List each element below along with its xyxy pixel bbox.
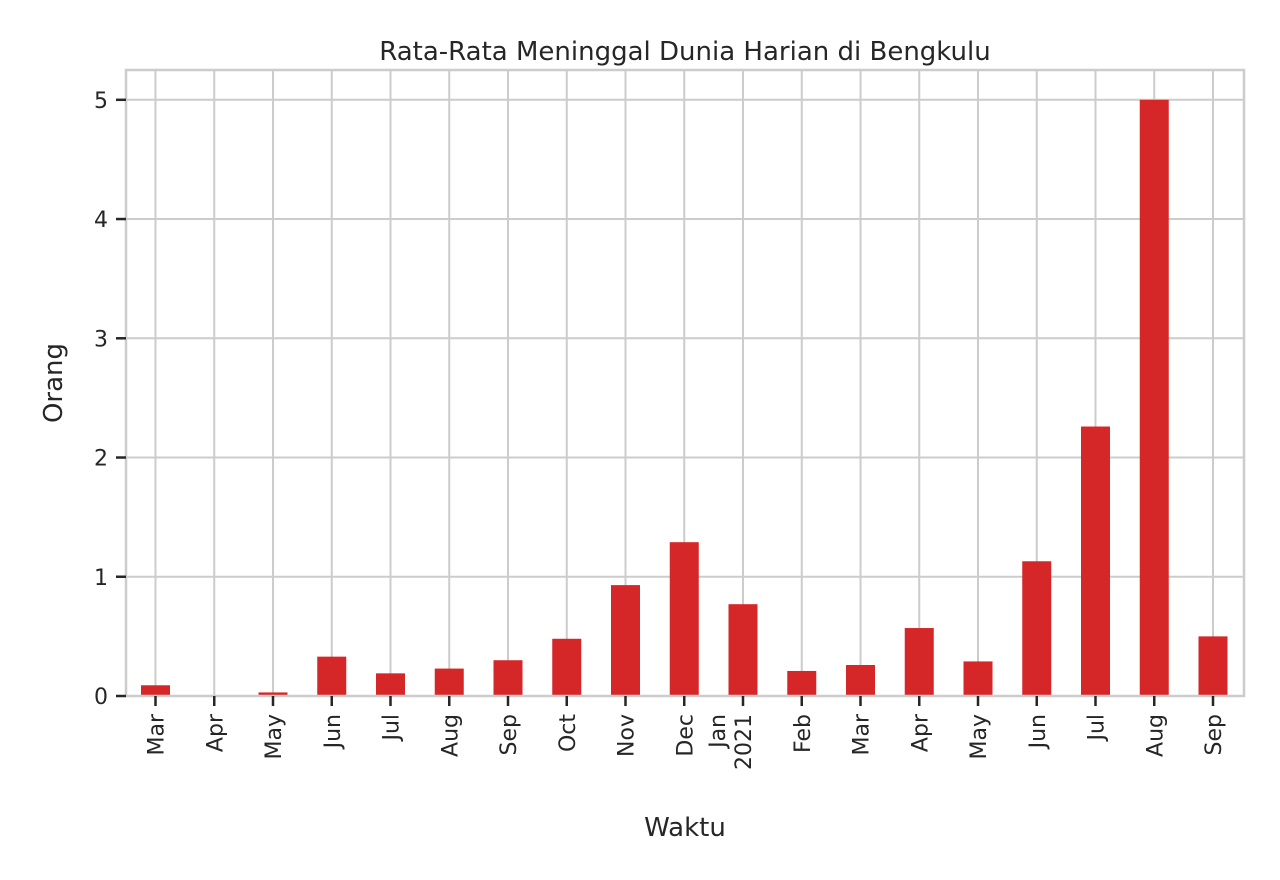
x-tick-label: May bbox=[262, 714, 287, 759]
x-tick-label: Apr bbox=[203, 713, 228, 752]
bar bbox=[1081, 426, 1110, 696]
x-tick-label: Feb bbox=[791, 714, 816, 753]
x-tick-label: Jul bbox=[380, 714, 405, 743]
bar bbox=[846, 664, 875, 696]
x-tick-label: Jun bbox=[1026, 714, 1051, 750]
x-tick-label: Jan bbox=[706, 714, 731, 750]
x-tick-label: Sep bbox=[497, 714, 522, 755]
x-tick-label: Dec bbox=[673, 714, 698, 757]
y-tick-label: 4 bbox=[94, 208, 108, 233]
bar bbox=[1139, 99, 1169, 697]
bar bbox=[376, 673, 405, 696]
bar bbox=[493, 660, 523, 696]
x-tick-label: Oct bbox=[556, 714, 581, 752]
y-tick-label: 0 bbox=[94, 685, 108, 710]
bar bbox=[904, 628, 934, 696]
bar bbox=[141, 685, 170, 696]
x-tick-label: Aug bbox=[438, 714, 463, 757]
bar bbox=[552, 638, 582, 696]
chart-title: Rata-Rata Meninggal Dunia Harian di Beng… bbox=[379, 37, 991, 67]
x-axis-label: Waktu bbox=[644, 813, 726, 843]
y-tick-label: 1 bbox=[94, 566, 108, 591]
x-tick-label: 2021 bbox=[732, 714, 757, 770]
bar bbox=[317, 656, 347, 696]
x-tick-label: Aug bbox=[1143, 714, 1168, 757]
x-tick-label: Mar bbox=[145, 713, 170, 755]
x-tick-label: Apr bbox=[908, 713, 933, 752]
bar bbox=[1022, 561, 1052, 696]
bar bbox=[669, 542, 699, 696]
bar bbox=[963, 661, 993, 696]
y-axis-label: Orang bbox=[39, 343, 69, 423]
bar bbox=[1198, 636, 1228, 696]
y-tick-label: 2 bbox=[94, 447, 108, 472]
bar bbox=[611, 585, 640, 696]
y-tick-label: 5 bbox=[94, 89, 108, 114]
x-tick-label: May bbox=[967, 714, 992, 759]
y-tick-label: 3 bbox=[94, 327, 108, 352]
bars-layer bbox=[141, 99, 1228, 697]
bar bbox=[787, 670, 817, 696]
bar bbox=[434, 668, 464, 696]
x-tick-label: Nov bbox=[615, 714, 640, 757]
x-tick-label: Jul bbox=[1085, 714, 1110, 743]
bar bbox=[728, 604, 758, 696]
x-tick-label: Mar bbox=[850, 713, 875, 755]
x-tick-label: Jun bbox=[321, 714, 346, 750]
x-tick-label: Sep bbox=[1202, 714, 1227, 755]
ticks-layer: 0 1 2 3 4 5 Mar Apr May Jun Jul Aug Sep Oct Nov Dec Jan 2… bbox=[94, 89, 1227, 770]
bar bbox=[258, 692, 288, 696]
